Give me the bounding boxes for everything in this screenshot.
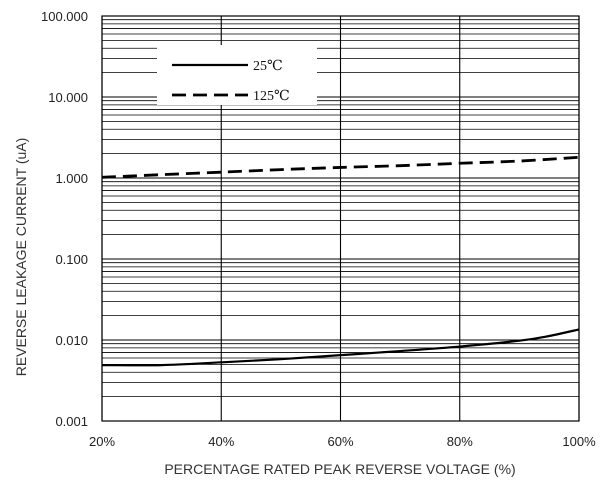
- x-tick-label: 100%: [562, 434, 596, 449]
- y-axis-title: REVERSE LEAKAGE CURRENT (uA): [13, 138, 29, 377]
- series-line-0: [101, 328, 580, 367]
- x-tick-label: 60%: [327, 434, 353, 449]
- y-tick-label: 0.100: [55, 252, 88, 267]
- y-tick-label: 100.000: [41, 9, 88, 24]
- x-axis-title: PERCENTAGE RATED PEAK REVERSE VOLTAGE (%…: [164, 461, 515, 477]
- legend-label-0: 25℃: [253, 59, 283, 74]
- legend: 25℃ 125℃: [157, 45, 317, 105]
- legend-label-1: 125℃: [253, 89, 290, 104]
- y-tick-label: 0.010: [55, 333, 88, 348]
- x-tick-labels: 20% 40% 60% 80% 100%: [89, 434, 596, 449]
- y-tick-labels: 0.001 0.010 0.100 1.000 10.000 100.000: [41, 9, 88, 429]
- x-tick-label: 20%: [89, 434, 115, 449]
- x-tick-label: 80%: [447, 434, 473, 449]
- series-layer: [101, 155, 580, 367]
- y-tick-label: 10.000: [48, 90, 88, 105]
- plot-area-frame: [101, 15, 580, 422]
- x-tick-label: 40%: [208, 434, 234, 449]
- series-line-1: [101, 155, 580, 179]
- y-tick-label: 1.000: [55, 171, 88, 186]
- y-tick-label: 0.001: [55, 414, 88, 429]
